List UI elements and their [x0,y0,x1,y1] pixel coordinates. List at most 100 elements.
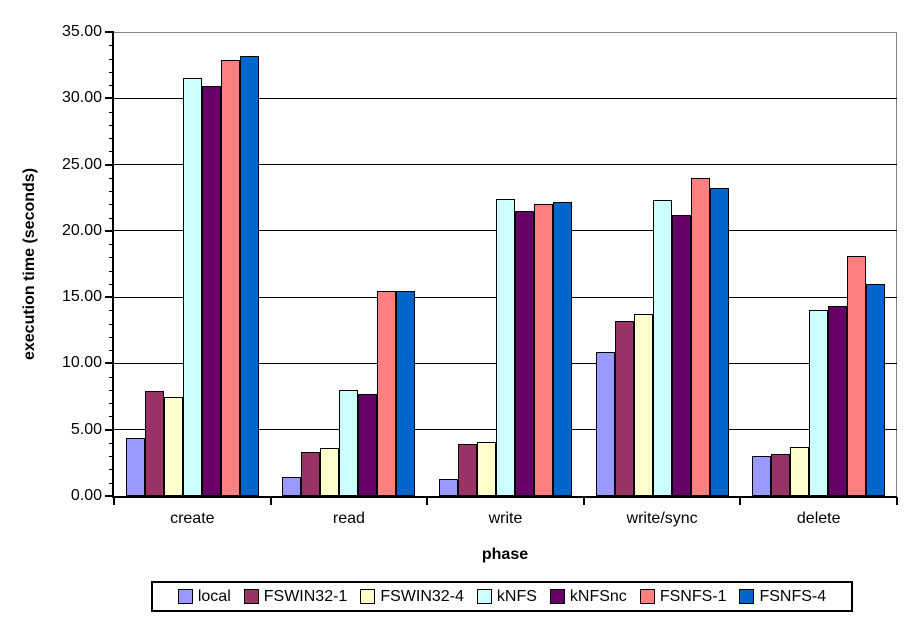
x-axis-category-label: delete [796,510,841,527]
bar-fsnfs-4 [866,283,886,496]
legend-swatch-icon [476,589,492,604]
y-axis-minor-tick [109,482,113,484]
legend-entry-fswin32-1: FSWIN32-1 [243,588,347,606]
y-axis-minor-tick [109,177,113,179]
y-axis-minor-tick [109,45,113,47]
bar-fswin32-1 [301,452,321,496]
y-axis-minor-tick [109,270,113,272]
bar-fsnfs-1 [690,177,710,496]
bar-local [595,351,615,496]
bar-knfsnc [201,86,221,496]
legend-swatch-icon [243,589,259,604]
bar-group-delete [740,32,897,496]
legend: local FSWIN32-1 FSWIN32-4 kNFS kNFSnc FSNFS-1… [151,581,853,612]
bar-group-create [114,32,271,496]
bar-fswin32-1 [457,444,477,496]
y-axis-minor-tick [109,323,113,325]
y-axis-tick-label: 20.00 [61,221,102,239]
bar-fsnfs-4 [709,188,729,496]
x-axis-category-label: create [170,510,215,527]
y-axis-minor-tick [109,191,113,193]
y-axis-minor-tick [109,403,113,405]
x-axis-category-label: read [332,510,365,527]
y-axis-major-tick [105,229,113,232]
bar-fswin32-4 [790,446,810,496]
bar-fswin32-1 [771,453,791,496]
x-axis-tick [739,497,742,505]
bar-fswin32-4 [633,314,653,496]
y-axis-tick-label: 5.00 [70,420,102,438]
y-axis-minor-tick [109,350,113,352]
bar-knfsnc [671,214,691,496]
x-axis-title: phase [481,546,529,563]
x-axis-category-label: write [488,510,523,527]
y-axis-minor-tick [109,257,113,259]
gridline [114,164,897,166]
bar-fswin32-1 [144,391,164,496]
bar-knfs [182,78,202,496]
y-axis-minor-tick [109,469,113,471]
y-axis-tick-label: 35.00 [61,23,102,40]
y-axis-major-tick [105,296,113,299]
plot-border-top [114,32,897,33]
y-axis-minor-tick [109,217,113,219]
legend-swatch-icon [177,589,193,604]
y-axis-minor-tick [109,336,113,338]
bar-group-write [427,32,584,496]
y-axis-tick-label: 10.00 [61,354,102,372]
y-axis-minor-tick [109,442,113,444]
bar-knfsnc [828,306,848,496]
legend-swatch-icon [549,589,565,604]
y-axis-minor-tick [109,151,113,153]
y-axis-minor-tick [109,204,113,206]
bar-knfs [339,389,359,496]
legend-entry-fsnfs-1: FSNFS-1 [639,588,726,606]
bar-group-read [271,32,428,496]
bar-fsnfs-4 [239,55,259,496]
bar-fsnfs-1 [377,290,397,496]
x-axis-line [112,496,897,498]
legend-swatch-icon [360,589,376,604]
y-axis-major-tick [105,495,113,497]
gridline [114,97,897,99]
bar-knfsnc [514,210,534,496]
x-axis-tick [582,497,585,505]
legend-swatch-icon [739,589,755,604]
y-axis-tick-label: 25.00 [61,155,102,173]
legend-label: kNFS [496,587,537,605]
y-axis-major-tick [105,163,113,166]
y-axis-line [112,31,114,498]
bar-knfs [495,199,515,496]
y-axis-title: execution time (seconds) [21,167,38,361]
legend-label: FSWIN32-4 [380,587,464,605]
legend-entry-knfs: kNFS [476,587,537,606]
bar-fsnfs-1 [533,204,553,496]
x-axis-category-label: write/sync [626,510,698,527]
bar-fsnfs-1 [847,256,867,496]
y-axis-tick-label: 30.00 [61,89,102,107]
bar-knfs [809,310,829,496]
y-axis-minor-tick [109,58,113,60]
bar-knfs [652,200,672,496]
bar-fsnfs-1 [220,59,240,496]
legend-label: FSNFS-4 [759,587,827,605]
bar-group-write-sync [584,32,741,496]
y-axis-minor-tick [109,376,113,378]
bar-fswin32-4 [476,441,496,496]
y-axis-minor-tick [109,310,113,312]
bar-fswin32-1 [614,321,634,496]
bar-fsnfs-4 [396,290,416,496]
y-axis-minor-tick [109,85,113,87]
plot-border-right [896,32,897,496]
plot-area [114,32,897,496]
y-axis-minor-tick [109,71,113,73]
bar-fswin32-4 [163,396,183,496]
y-axis-minor-tick [109,244,113,246]
y-axis-minor-tick [109,283,113,285]
x-axis-tick [896,497,898,505]
x-axis-tick [426,497,429,505]
y-axis-minor-tick [109,111,113,113]
y-axis-minor-tick [109,456,113,458]
legend-entry-local: local [177,588,231,606]
